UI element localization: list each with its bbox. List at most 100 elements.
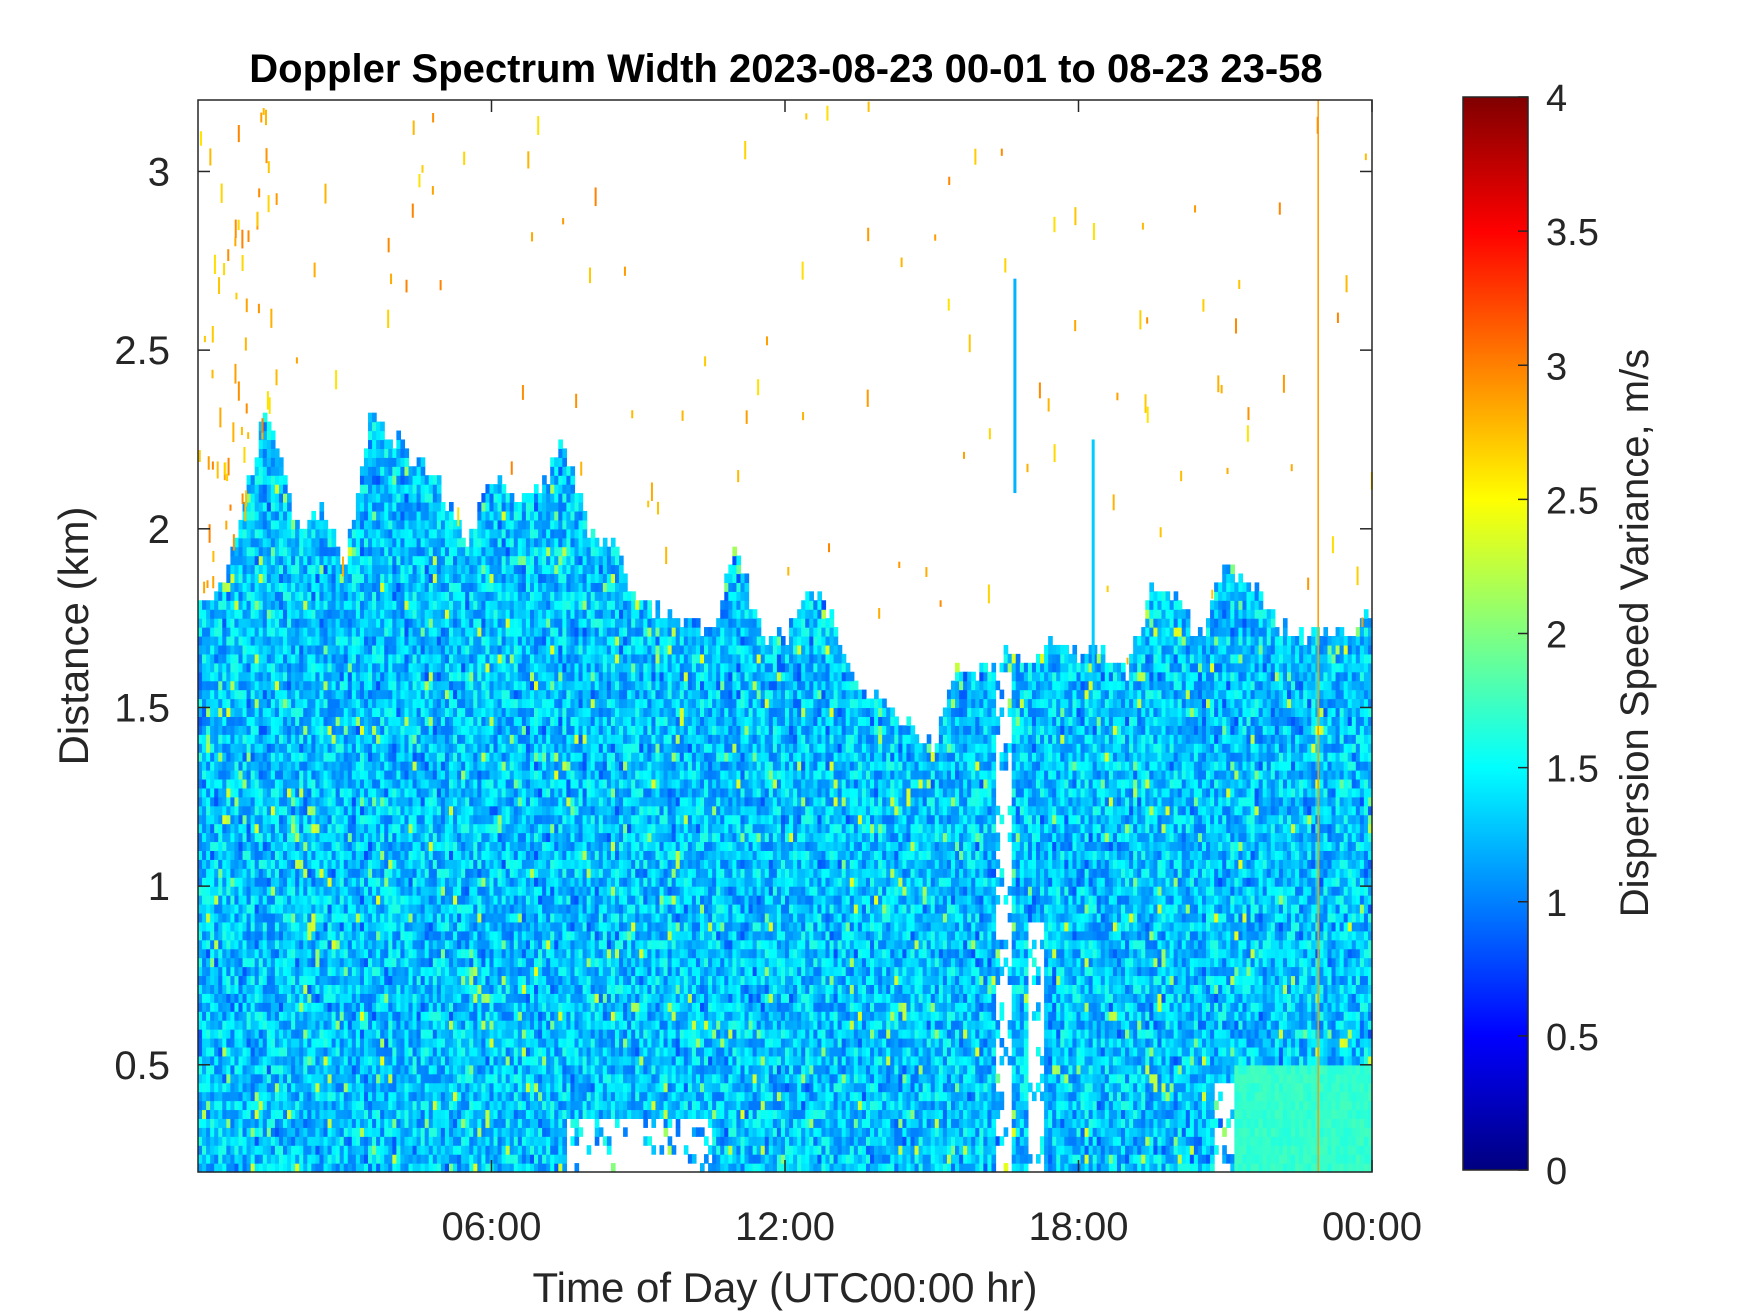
heatmap-cell xyxy=(210,609,215,619)
heatmap-cell xyxy=(263,761,268,771)
heatmap-cell xyxy=(340,958,345,968)
heatmap-cell xyxy=(251,967,256,977)
heatmap-cell xyxy=(364,1083,369,1093)
heatmap-cell xyxy=(222,1047,227,1057)
heatmap-cell xyxy=(433,975,438,985)
heatmap-cell xyxy=(259,529,264,539)
heatmap-cell xyxy=(267,770,272,780)
heatmap-cell xyxy=(409,1083,414,1093)
heatmap-cell xyxy=(352,949,357,959)
heatmap-cell xyxy=(255,1020,260,1030)
heatmap-cell xyxy=(295,824,300,834)
heatmap-cell xyxy=(303,1101,308,1111)
heatmap-cell xyxy=(238,886,243,896)
heatmap-cell xyxy=(417,1011,422,1021)
heatmap-cell xyxy=(364,770,369,780)
heatmap-cell xyxy=(247,1074,252,1084)
heatmap-cell xyxy=(218,1163,223,1173)
heatmap-cell xyxy=(238,1163,243,1173)
heatmap-cell xyxy=(319,815,324,825)
heatmap-cell xyxy=(421,538,426,548)
heatmap-cell xyxy=(364,663,369,673)
heatmap-cell xyxy=(336,707,341,717)
heatmap-cell xyxy=(396,904,401,914)
heatmap-cell xyxy=(328,618,333,628)
heatmap-cell xyxy=(214,690,219,700)
heatmap-cell xyxy=(291,886,296,896)
heatmap-cell xyxy=(279,841,284,851)
heatmap-cell xyxy=(429,556,434,566)
heatmap-cell xyxy=(206,1002,211,1012)
heatmap-cell xyxy=(307,922,312,932)
heatmap-cell xyxy=(299,922,304,932)
heatmap-cell xyxy=(271,1109,276,1119)
heatmap-cell xyxy=(433,636,438,646)
heatmap-cell xyxy=(230,761,235,771)
heatmap-cell xyxy=(214,1029,219,1039)
heatmap-cell xyxy=(441,967,446,977)
heatmap-cell xyxy=(384,547,389,557)
heatmap-cell xyxy=(279,993,284,1003)
heatmap-cell xyxy=(263,538,268,548)
heatmap-cell xyxy=(291,1136,296,1146)
heatmap-cell xyxy=(279,833,284,843)
heatmap-cell xyxy=(255,850,260,860)
heatmap-cell xyxy=(425,565,430,575)
heatmap-cell xyxy=(372,556,377,566)
heatmap-cell xyxy=(429,1109,434,1119)
heatmap-cell xyxy=(376,484,381,494)
heatmap-cell xyxy=(259,645,264,655)
heatmap-cell xyxy=(429,1136,434,1146)
heatmap-cell xyxy=(206,770,211,780)
heatmap-cell xyxy=(352,1002,357,1012)
heatmap-cell xyxy=(328,672,333,682)
heatmap-cell xyxy=(251,725,256,735)
heatmap-cell xyxy=(352,707,357,717)
heatmap-cell xyxy=(303,850,308,860)
heatmap-cell xyxy=(206,672,211,682)
heatmap-cell xyxy=(445,1154,450,1164)
heatmap-cell xyxy=(409,565,414,575)
heatmap-cell xyxy=(259,609,264,619)
heatmap-cell xyxy=(251,645,256,655)
heatmap-cell xyxy=(388,1038,393,1048)
heatmap-cell xyxy=(388,1056,393,1066)
heatmap-cell xyxy=(328,967,333,977)
heatmap-cell xyxy=(396,886,401,896)
heatmap-cell xyxy=(384,1065,389,1075)
heatmap-cell xyxy=(214,841,219,851)
heatmap-cell xyxy=(299,1118,304,1128)
heatmap-cell xyxy=(429,502,434,512)
heatmap-cell xyxy=(295,609,300,619)
heatmap-cell xyxy=(380,511,385,521)
heatmap-cell xyxy=(404,859,409,869)
heatmap-cell xyxy=(230,591,235,601)
heatmap-cell xyxy=(400,707,405,717)
heatmap-cell xyxy=(449,1092,454,1102)
heatmap-cell xyxy=(409,940,414,950)
heatmap-cell xyxy=(234,600,239,610)
heatmap-cell xyxy=(380,922,385,932)
heatmap-cell xyxy=(453,1163,458,1173)
heatmap-cell xyxy=(360,466,365,476)
heatmap-cell xyxy=(319,841,324,851)
heatmap-cell xyxy=(226,850,231,860)
heatmap-cell xyxy=(457,681,462,691)
heatmap-cell xyxy=(425,743,430,753)
heatmap-cell xyxy=(404,636,409,646)
heatmap-cell xyxy=(234,609,239,619)
heatmap-cell xyxy=(433,824,438,834)
heatmap-cell xyxy=(267,734,272,744)
heatmap-cell xyxy=(417,1136,422,1146)
heatmap-cell xyxy=(461,815,466,825)
heatmap-cell xyxy=(315,868,320,878)
heatmap-cell xyxy=(425,1145,430,1155)
heatmap-cell xyxy=(328,1074,333,1084)
heatmap-cell xyxy=(376,663,381,673)
heatmap-cell xyxy=(445,600,450,610)
heatmap-cell xyxy=(299,1056,304,1066)
heatmap-cell xyxy=(275,788,280,798)
heatmap-cell xyxy=(307,779,312,789)
heatmap-cell xyxy=(226,565,231,575)
heatmap-cell xyxy=(417,806,422,816)
